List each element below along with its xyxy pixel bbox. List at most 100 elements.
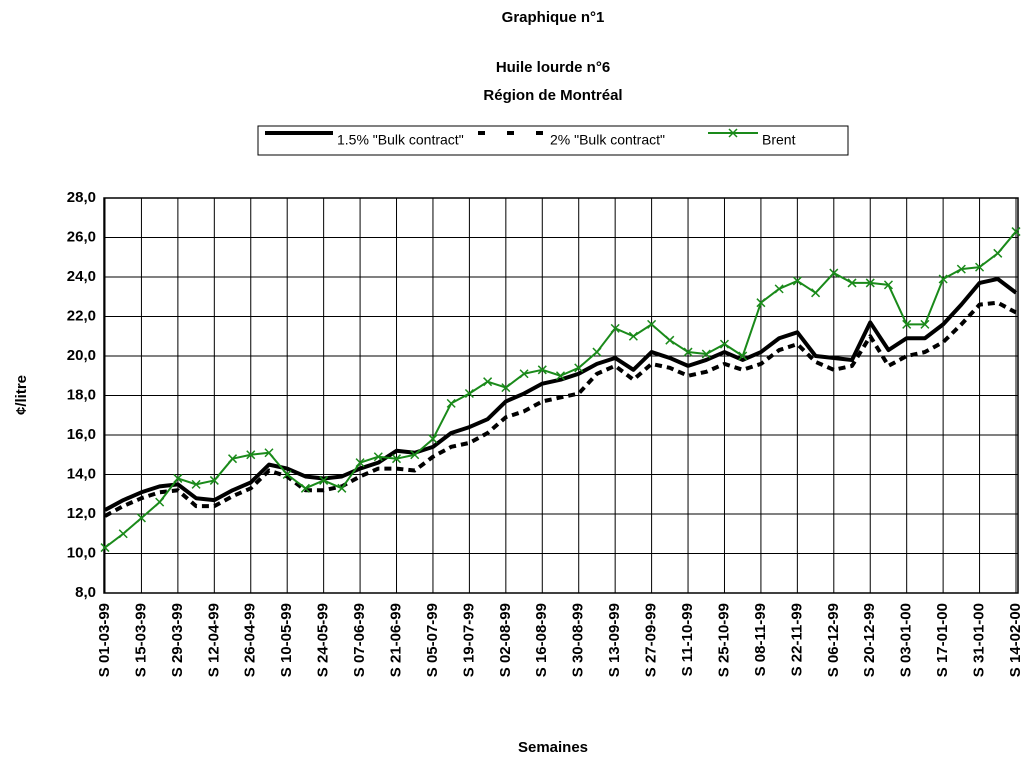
x-tick-label: S 12-04-99 [205, 603, 222, 677]
marker [956, 264, 966, 274]
x-tick-label: S 11-10-99 [679, 603, 696, 676]
marker [410, 450, 420, 460]
marker [738, 351, 748, 361]
y-tick-label: 20,0 [67, 347, 96, 364]
x-tick-label: S 31-01-00 [971, 603, 988, 677]
marker [665, 335, 675, 345]
marker [155, 497, 165, 507]
y-tick-label: 8,0 [75, 584, 96, 601]
x-tick-label: S 06-12-99 [825, 603, 842, 677]
marker [938, 274, 948, 284]
x-tick-label: S 22-11-99 [788, 603, 805, 676]
marker [993, 248, 1003, 258]
marker [282, 469, 292, 480]
x-tick-label: S 08-11-99 [752, 603, 769, 676]
y-tick-label: 18,0 [67, 386, 96, 403]
x-tick-label: S 02-08-99 [497, 603, 514, 677]
x-tick-label: S 10-05-99 [278, 603, 295, 677]
x-tick-label: S 26-04-99 [242, 603, 259, 677]
y-tick-label: 12,0 [67, 505, 96, 522]
x-tick-label: S 27-09-99 [643, 603, 660, 677]
marker [701, 349, 711, 359]
x-tick-label: S 07-06-99 [351, 603, 368, 677]
marker [464, 388, 474, 399]
x-tick-label: S 25-10-99 [715, 603, 732, 677]
y-tick-label: 14,0 [67, 465, 96, 482]
chart-title: Huile lourde n°6 [496, 59, 610, 76]
marker [555, 371, 566, 381]
marker [883, 280, 893, 290]
marker [501, 383, 511, 393]
x-tick-label: S 01-03-99 [96, 603, 113, 677]
marker [847, 278, 857, 288]
legend-text: Brent [762, 132, 796, 148]
marker [191, 479, 201, 489]
legend-text: 2% "Bulk contract" [550, 132, 665, 148]
x-tick-label: S 29-03-99 [169, 603, 186, 677]
marker [592, 347, 602, 357]
x-tick-label: S 03-01-00 [898, 603, 915, 677]
marker [975, 262, 985, 272]
marker [537, 365, 547, 375]
marker [865, 278, 875, 288]
marker [728, 128, 738, 138]
chart-title: Région de Montréal [483, 87, 622, 104]
marker [574, 363, 584, 373]
marker [610, 323, 620, 333]
x-tick-label: S 14-02-00 [1007, 603, 1024, 677]
marker [811, 288, 821, 298]
x-tick-label: S 17-01-00 [934, 603, 951, 677]
marker [483, 377, 493, 387]
marker [519, 369, 529, 379]
x-axis-label: Semaines [518, 739, 588, 756]
legend-box [257, 125, 849, 156]
x-tick-label: S 16-08-99 [533, 603, 550, 677]
y-tick-label: 22,0 [67, 307, 96, 324]
x-tick-label: S 21-06-99 [387, 603, 404, 677]
series-line [104, 300, 1017, 518]
marker [774, 284, 784, 294]
x-tick-label: S 05-07-99 [424, 603, 441, 677]
marker [920, 319, 930, 329]
marker [373, 452, 383, 462]
marker [246, 450, 256, 460]
marker [355, 458, 365, 468]
x-tick-label: S 30-08-99 [570, 603, 587, 677]
marker [209, 475, 219, 485]
legend-text: 1.5% "Bulk contract" [337, 132, 464, 148]
marker [1011, 227, 1021, 237]
marker [300, 483, 310, 493]
marker [391, 454, 402, 464]
marker [428, 434, 438, 444]
y-tick-label: 24,0 [67, 268, 96, 285]
y-tick-label: 28,0 [67, 189, 96, 206]
y-axis-label: ¢/litre [13, 375, 30, 415]
marker [902, 319, 912, 329]
marker [319, 475, 329, 485]
marker [683, 347, 693, 357]
marker [337, 483, 347, 493]
x-tick-label: S 20-12-99 [861, 603, 878, 677]
marker [647, 319, 657, 329]
marker [228, 454, 238, 464]
marker [792, 276, 802, 286]
marker [100, 543, 110, 553]
x-tick-label: S 13-09-99 [606, 603, 623, 677]
y-tick-label: 26,0 [67, 228, 96, 245]
x-tick-label: S 15-03-99 [132, 603, 149, 677]
marker [719, 339, 730, 349]
marker [829, 268, 839, 278]
chart-title: Graphique n°1 [502, 9, 605, 26]
y-tick-label: 16,0 [67, 426, 96, 443]
x-tick-label: S 19-07-99 [460, 603, 477, 677]
marker [446, 398, 456, 408]
marker [756, 298, 766, 308]
marker [136, 513, 146, 523]
marker [628, 331, 638, 341]
y-tick-label: 10,0 [67, 544, 96, 561]
marker [173, 473, 183, 483]
marker [118, 529, 128, 539]
series-line [104, 276, 1018, 512]
marker [264, 448, 274, 458]
